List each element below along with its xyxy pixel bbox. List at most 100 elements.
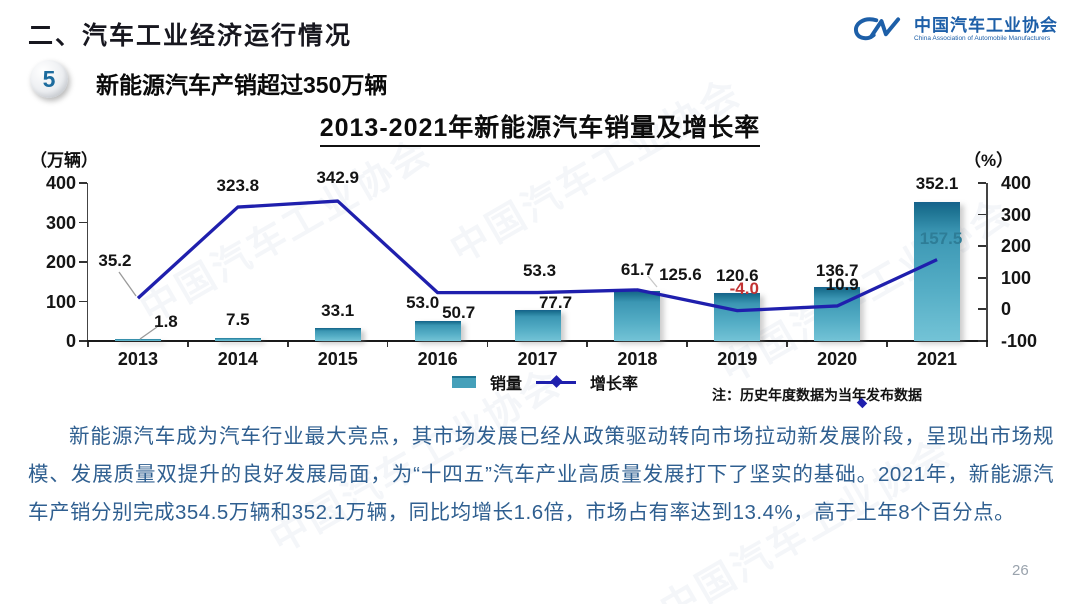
right-axis-tick xyxy=(978,276,986,279)
bar-2017 xyxy=(514,310,561,341)
watermark-text: 中国汽车工业协会 xyxy=(443,71,749,272)
bar-2019 xyxy=(714,293,761,341)
left-axis xyxy=(86,183,89,341)
bar-value-label-2014: 7.5 xyxy=(226,310,250,330)
x-tick-2015: 2015 xyxy=(317,349,358,369)
right-axis-tick-label: 200 xyxy=(1001,236,1032,257)
left-axis-unit-label: （万辆） xyxy=(30,151,98,170)
label-leader-line xyxy=(647,275,658,288)
right-axis-tick-label: 300 xyxy=(1001,204,1032,225)
bar-value-label-2013: 1.8 xyxy=(154,312,178,331)
label-leader-line xyxy=(139,326,158,340)
page-title: 二、汽车工业经济运行情况 xyxy=(28,22,353,50)
sales-legend-swatch xyxy=(452,376,476,388)
caam-logo: 中国汽车工业协会 China Association of Automobile… xyxy=(850,14,1058,44)
growth-value-label-2020: 10.9 xyxy=(825,274,859,294)
x-tick-2013: 2013 xyxy=(117,349,158,369)
section-number: 5 xyxy=(42,65,56,92)
section-number-badge: 5 xyxy=(30,60,68,98)
left-axis-tick xyxy=(79,300,87,303)
bar-2020 xyxy=(814,287,861,341)
right-axis-tick-label: 0 xyxy=(1001,299,1012,320)
x-axis xyxy=(86,340,988,343)
right-axis-tick-label: 100 xyxy=(1001,267,1032,288)
x-axis-tick xyxy=(986,342,988,347)
chart-title-row: 2013-2021年新能源汽车销量及增长率 xyxy=(0,108,1080,147)
bar-value-label-2021: 352.1 xyxy=(915,173,959,193)
x-tick-2014: 2014 xyxy=(217,349,258,369)
right-axis-unit-label: （%） xyxy=(964,151,1014,170)
bar-value-label-2015: 33.1 xyxy=(321,300,355,320)
x-tick-2018: 2018 xyxy=(617,349,658,369)
left-axis-tick-label: 400 xyxy=(45,173,76,193)
chart-note: 注：历史年度数据为当年发布数据 xyxy=(712,387,922,403)
bar-value-label-2016: 50.7 xyxy=(442,302,476,322)
left-axis-tick xyxy=(79,182,87,184)
growth-value-label-2018: 61.7 xyxy=(620,259,654,279)
growth-legend-marker xyxy=(536,375,577,388)
bar-value-label-2017: 77.7 xyxy=(538,293,573,313)
watermark-text: 中国汽车工业协会 xyxy=(133,131,439,332)
right-axis-tick xyxy=(978,340,986,342)
watermark-text: 中国汽车工业协会 xyxy=(713,191,1019,392)
label-leader-line xyxy=(118,271,137,297)
growth-value-label-2015: 342.9 xyxy=(316,168,359,188)
right-axis-tick-label: 400 xyxy=(1001,173,1032,193)
chart-legend: 销量 增长率 xyxy=(452,370,638,394)
left-axis-tick xyxy=(79,340,87,342)
growth-value-label-2017: 53.3 xyxy=(522,260,557,280)
left-axis-tick xyxy=(79,261,87,263)
right-axis-tick xyxy=(978,213,986,216)
x-tick-2017: 2017 xyxy=(517,349,558,369)
growth-value-label-2016: 53.0 xyxy=(406,292,440,312)
x-tick-2020: 2020 xyxy=(817,349,858,369)
bar-2021 xyxy=(914,201,961,341)
x-axis-tick xyxy=(386,342,389,347)
right-axis-tick xyxy=(978,182,986,184)
page-number: 26 xyxy=(1012,562,1029,579)
chart-title: 2013-2021年新能源汽车销量及增长率 xyxy=(319,108,761,147)
x-axis-tick xyxy=(786,342,789,347)
right-axis-tick xyxy=(978,245,986,247)
bar-2015 xyxy=(314,327,361,341)
x-tick-2021: 2021 xyxy=(917,349,958,369)
x-axis-tick xyxy=(486,342,489,347)
right-axis-tick-label: -100 xyxy=(1001,331,1038,351)
caam-name-en: China Association of Automobile Manufact… xyxy=(914,34,1051,42)
growth-value-label-2013: 35.2 xyxy=(98,251,132,271)
bar-value-label-2018: 125.6 xyxy=(659,265,702,285)
bar-2018 xyxy=(614,291,661,341)
caam-name-cn: 中国汽车工业协会 xyxy=(914,15,1058,35)
bar-value-label-2020: 136.7 xyxy=(815,261,859,280)
caam-logo-text: 中国汽车工业协会 China Association of Automobile… xyxy=(914,16,1058,43)
x-axis-tick xyxy=(87,342,89,347)
x-tick-2019: 2019 xyxy=(717,349,758,369)
x-axis-tick xyxy=(286,342,289,347)
bar-value-label-2019: 120.6 xyxy=(715,266,759,286)
left-axis-tick-label: 300 xyxy=(45,212,76,233)
diamond-icon xyxy=(550,375,563,388)
x-axis-tick xyxy=(586,342,589,347)
x-axis-tick xyxy=(886,342,888,347)
x-axis-tick xyxy=(186,342,189,347)
right-axis xyxy=(986,183,988,341)
growth-value-label-2019: -4.0 xyxy=(729,278,759,298)
summary-paragraph: 新能源汽车成为汽车行业最大亮点，其市场发展已经从政策驱动转向市场拉动新发展阶段，… xyxy=(28,425,1054,524)
left-axis-tick-label: 100 xyxy=(45,291,76,312)
section-title: 新能源汽车产销超过350万辆 xyxy=(96,72,388,98)
right-axis-tick xyxy=(978,308,986,311)
growth-value-label-2014: 323.8 xyxy=(216,176,260,196)
bar-2013 xyxy=(114,339,161,341)
left-axis-tick xyxy=(79,221,87,224)
left-axis-tick-label: 0 xyxy=(65,331,76,351)
left-axis-tick-label: 200 xyxy=(45,252,76,272)
bar-2014 xyxy=(214,338,261,341)
bar-2016 xyxy=(414,320,461,341)
growth-legend-label: 增长率 xyxy=(590,376,639,393)
growth-value-label-2021: 157.5 xyxy=(919,228,963,248)
caam-logo-icon xyxy=(854,17,901,41)
x-axis-tick xyxy=(686,342,689,347)
sales-legend-label: 销量 xyxy=(490,376,523,393)
x-tick-2016: 2016 xyxy=(417,349,458,369)
